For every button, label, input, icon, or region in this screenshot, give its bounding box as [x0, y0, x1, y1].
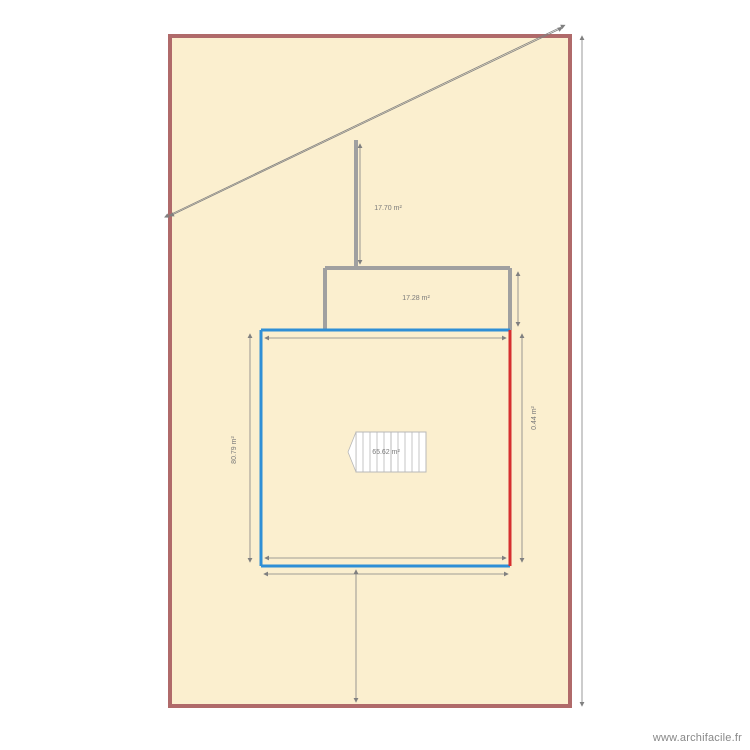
label-area_top: 17.70 m² [374, 205, 402, 212]
label-area_right: 0.44 m² [531, 405, 538, 429]
label-area_stair: 65.62 m² [372, 449, 400, 456]
label-area_mid: 17.28 m² [402, 295, 430, 302]
watermark-text: www.archifacile.fr [653, 732, 742, 744]
label-area_left: 80.79 m² [231, 436, 238, 464]
floorplan-canvas: 17.70 m² 17.28 m² 80.79 m² 0.44 m² 65.62 m² [0, 0, 750, 750]
